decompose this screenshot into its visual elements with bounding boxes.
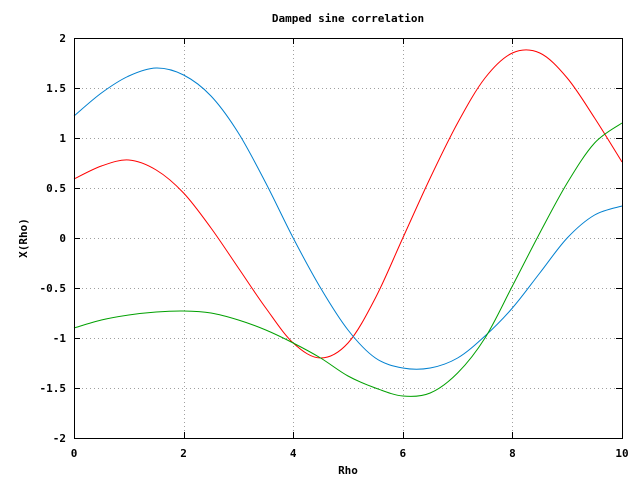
- x-tick-label: 10: [615, 447, 628, 460]
- x-tick-label: 2: [180, 447, 187, 460]
- y-tick-label: 1.5: [46, 82, 66, 95]
- y-tick-label: -0.5: [40, 282, 67, 295]
- x-tick-label: 0: [71, 447, 78, 460]
- y-tick-label: -1.5: [40, 382, 67, 395]
- x-tick-label: 4: [290, 447, 297, 460]
- chart-title: Damped sine correlation: [272, 12, 424, 25]
- series-group: [73, 49, 623, 397]
- y-tick-label: 1: [59, 132, 66, 145]
- x-axis-label: Rho: [338, 464, 358, 477]
- series-line-1: [73, 49, 623, 359]
- y-tick-label: -2: [53, 432, 66, 445]
- x-tick-label: 8: [509, 447, 516, 460]
- x-tick-label: 6: [399, 447, 406, 460]
- y-tick-label: -1: [53, 332, 67, 345]
- axis-ticks: 0 2 4 6 8 10 -2 -1.5 -1 -0.5 0 0.5 1 1.5 2: [40, 32, 629, 460]
- y-tick-label: 0.5: [46, 182, 66, 195]
- series-line-2: [73, 67, 623, 370]
- y-tick-label: 0: [59, 232, 66, 245]
- series-line-3: [73, 122, 623, 397]
- y-axis-label: X(Rho): [17, 218, 30, 258]
- y-tick-label: 2: [59, 32, 66, 45]
